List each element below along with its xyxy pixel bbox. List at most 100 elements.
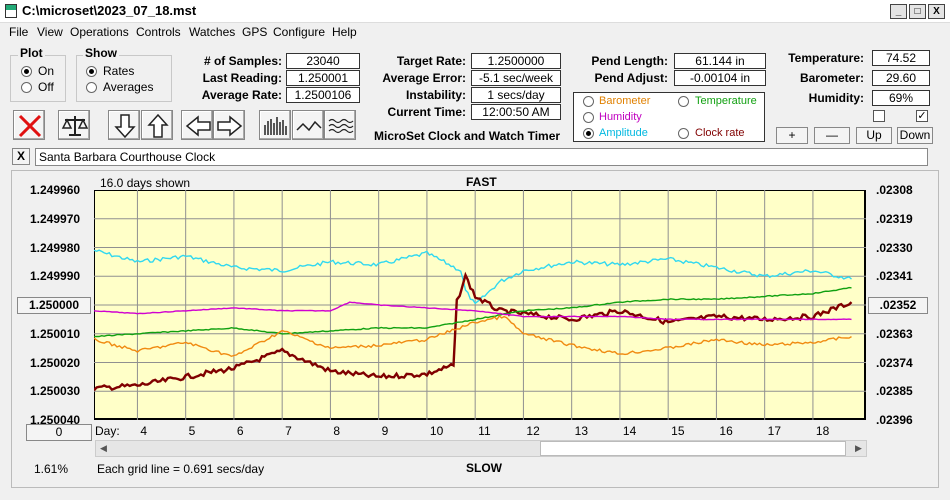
histogram-button[interactable]: [259, 110, 291, 140]
show-group-label: Show: [83, 46, 119, 60]
clear-button[interactable]: [13, 110, 45, 140]
amplitude-radio[interactable]: [583, 128, 594, 139]
day-tick-label: 7: [285, 424, 292, 438]
series-humidity: [94, 301, 852, 321]
series-amplitude: [94, 249, 852, 305]
menu-controls[interactable]: Controls: [136, 25, 181, 39]
pend-adjust-value: -0.00104 in: [674, 70, 766, 86]
menu-gps[interactable]: GPS: [242, 25, 268, 39]
right-tick-label: .02374: [876, 355, 913, 370]
left-tick-label: 1.249990: [30, 269, 81, 284]
plus-button[interactable]: +: [776, 127, 808, 144]
barometer-radio[interactable]: [583, 96, 594, 107]
left-tick-label: 1.249960: [30, 183, 81, 197]
up-button[interactable]: Up: [856, 127, 892, 144]
arrow-right-button[interactable]: [213, 110, 245, 140]
average-rate-value: 1.2500106: [286, 87, 360, 103]
plot-on-label: On: [38, 64, 55, 78]
scroll-left-icon[interactable]: ◀: [100, 443, 107, 453]
samples-value: 23040: [286, 53, 360, 69]
days-shown-label: 16.0 days shown: [100, 176, 191, 190]
humidity-label: Humidity:: [808, 91, 864, 105]
day-tick-label: 18: [815, 424, 830, 438]
window-title: C:\microset\2023_07_18.mst: [22, 3, 197, 18]
arrow-down-button[interactable]: [108, 110, 140, 140]
checkbox-1[interactable]: [873, 110, 885, 122]
pend-length-label: Pend Length:: [591, 54, 668, 68]
right-center-button[interactable]: .02352: [868, 297, 928, 314]
checkbox-2[interactable]: ✓: [916, 110, 928, 122]
plot-off-radio[interactable]: [21, 82, 32, 93]
arrow-left-button[interactable]: [181, 110, 213, 140]
left-tick-label: 1.249980: [30, 240, 81, 255]
balance-button[interactable]: [58, 110, 90, 140]
menu-configure[interactable]: Configure: [273, 25, 326, 39]
plot-area: [94, 190, 866, 420]
menu-watches[interactable]: Watches: [189, 25, 236, 39]
series-select-panel: [573, 92, 765, 142]
day-axis-label: Day:: [95, 424, 120, 438]
maximize-button[interactable]: □: [909, 4, 926, 19]
average-error-value: -5.1 sec/week: [471, 70, 561, 86]
left-tick-label: 1.250020: [30, 355, 81, 370]
histogram-icon: [264, 117, 287, 135]
show-averages-label: Averages: [103, 80, 154, 94]
offset-button[interactable]: 0: [26, 424, 92, 441]
day-tick-label: 13: [574, 424, 589, 438]
menu-help[interactable]: Help: [332, 25, 357, 39]
show-rates-radio[interactable]: [86, 66, 97, 77]
series-temperature: [94, 286, 852, 338]
clock-rate-radio[interactable]: [678, 128, 689, 139]
day-tick-label: 5: [188, 424, 196, 438]
arrow-down-icon: [114, 114, 136, 139]
day-tick-label: 12: [526, 424, 540, 438]
noise-icon: [328, 118, 354, 134]
clear-name-button[interactable]: X: [12, 148, 30, 165]
last-reading-label: Last Reading:: [202, 71, 282, 85]
left-tick-label: 1.249970: [30, 211, 81, 226]
minimize-button[interactable]: _: [890, 4, 907, 19]
scroll-right-icon[interactable]: ▶: [855, 443, 862, 453]
series-clock-rate: [94, 271, 853, 392]
barometer-option-label: Barometer: [599, 95, 651, 107]
day-tick-label: 11: [478, 424, 491, 438]
arrow-up-button[interactable]: [141, 110, 173, 140]
day-tick-label: 6: [236, 424, 244, 438]
minus-button[interactable]: —: [814, 127, 850, 144]
current-time-value: 12:00:50 AM: [471, 104, 561, 120]
noise-button[interactable]: [324, 110, 356, 140]
left-tick-label: 1.250030: [30, 384, 81, 399]
day-tick-label: 8: [333, 424, 341, 438]
close-button[interactable]: X: [928, 4, 945, 19]
down-button[interactable]: Down: [897, 127, 933, 144]
barometer-value: 29.60: [872, 70, 930, 86]
scroll-thumb[interactable]: [540, 441, 846, 456]
last-reading-value: 1.250001: [286, 70, 360, 86]
arrow-left-icon: [185, 115, 211, 137]
clock-name-input[interactable]: Santa Barbara Courthouse Clock: [35, 148, 928, 166]
humidity-value: 69%: [872, 90, 930, 106]
temperature-label: Temperature:: [788, 51, 864, 65]
humidity-option-label: Humidity: [599, 111, 642, 123]
samples-label: # of Samples:: [203, 54, 282, 68]
day-tick-label: 16: [719, 424, 733, 438]
menu-operations[interactable]: Operations: [70, 25, 129, 39]
amplitude-option-label: Amplitude: [599, 127, 648, 139]
right-tick-label: .02319: [876, 211, 913, 226]
right-tick-label: .02330: [876, 240, 913, 255]
left-center-button[interactable]: 1.250000: [17, 297, 91, 314]
target-rate-label: Target Rate:: [396, 54, 466, 68]
menu-view[interactable]: View: [37, 25, 63, 39]
temperature-radio[interactable]: [678, 96, 689, 107]
right-tick-label: .02308: [876, 183, 913, 197]
barometer-label: Barometer:: [799, 71, 864, 85]
scales-icon: [61, 116, 89, 136]
plot-on-radio[interactable]: [21, 66, 32, 77]
wave-icon: [296, 120, 322, 132]
humidity-radio[interactable]: [583, 112, 594, 123]
wave-button[interactable]: [292, 110, 324, 140]
target-rate-value: 1.2500000: [471, 53, 561, 69]
right-tick-label: .02385: [876, 384, 913, 399]
show-averages-radio[interactable]: [86, 82, 97, 93]
menu-file[interactable]: File: [9, 25, 29, 39]
